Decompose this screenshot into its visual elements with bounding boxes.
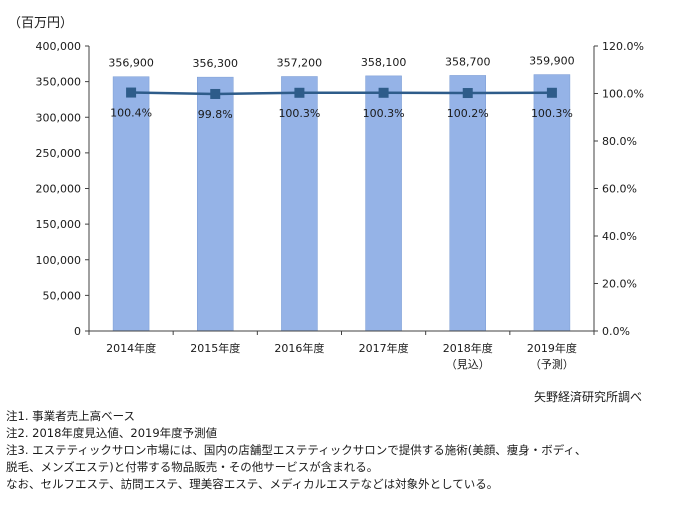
line-point-marker <box>294 87 305 98</box>
x-tick-label: 2019年度 <box>527 341 577 355</box>
note-line: 注2. 2018年度見込値、2019年度予測値 <box>6 426 218 440</box>
notes-block: 注1. 事業者売上高ベース 注2. 2018年度見込値、2019年度予測値 注3… <box>6 408 682 493</box>
note-line: 注1. 事業者売上高ベース <box>6 409 136 423</box>
line-point-marker <box>210 88 221 99</box>
y-left-tick-label: 300,000 <box>36 111 82 124</box>
y-left-tick-label: 50,000 <box>43 289 82 302</box>
y-left-tick-label: 350,000 <box>36 76 82 89</box>
line-value-label: 100.3% <box>363 107 405 120</box>
note-line: 注3. エステティックサロン市場には、国内の店舗型エステティックサロンで提供する… <box>6 443 587 457</box>
note-line: 脱毛、メンズエステ)と付帯する物品販売・その他サービスが含まれる。 <box>6 460 379 474</box>
y-right-tick-label: 100.0% <box>602 88 644 101</box>
bar <box>365 75 402 332</box>
line-value-label: 99.8% <box>198 108 233 121</box>
bar <box>533 74 571 332</box>
bar-value-label: 357,200 <box>277 56 323 69</box>
bar-value-label: 356,300 <box>193 57 239 70</box>
x-tick-sublabel: （予測） <box>530 357 574 371</box>
x-tick-label: 2014年度 <box>106 341 156 355</box>
bar-value-label: 359,900 <box>529 55 575 68</box>
y-axis-unit-label: （百万円） <box>8 16 74 31</box>
x-tick-sublabel: （見込） <box>446 358 490 371</box>
x-tick-label: 2018年度 <box>443 341 493 355</box>
line-value-label: 100.4% <box>110 107 152 120</box>
line-point-marker <box>378 87 389 98</box>
y-right-tick-label: 120.0% <box>602 40 644 53</box>
line-value-label: 100.2% <box>447 107 489 120</box>
y-right-tick-label: 60.0% <box>602 183 637 196</box>
line-value-label: 100.3% <box>278 107 320 120</box>
y-right-tick-label: 80.0% <box>602 135 637 148</box>
source-credit: 矢野経済研究所調べ <box>533 390 642 404</box>
y-left-tick-label: 250,000 <box>36 147 82 160</box>
y-left-tick-label: 0 <box>74 325 81 338</box>
y-left-tick-label: 400,000 <box>36 40 82 53</box>
y-right-tick-label: 40.0% <box>602 230 637 243</box>
y-left-tick-label: 100,000 <box>36 254 82 267</box>
bar-value-label: 356,900 <box>108 57 154 70</box>
bar-value-label: 358,100 <box>361 56 407 69</box>
x-tick-label: 2016年度 <box>274 341 324 355</box>
line-point-marker <box>462 88 473 99</box>
bar <box>449 75 486 332</box>
x-tick-label: 2017年度 <box>359 341 409 355</box>
bar <box>281 76 318 332</box>
bar <box>112 76 150 332</box>
growth-line <box>131 91 552 96</box>
y-left-tick-label: 150,000 <box>36 218 82 231</box>
note-line: なお、セルフエステ、訪問エステ、理美容エステ、メディカルエステなどは対象外として… <box>6 477 499 491</box>
y-right-tick-label: 20.0% <box>602 278 637 291</box>
line-point-marker <box>126 87 137 98</box>
line-point-marker <box>546 87 557 98</box>
market-size-chart: 0 50,000 100,000 150,000 200,000 250,000 300,0… <box>36 40 644 371</box>
bar-value-label: 358,700 <box>445 55 491 68</box>
x-tick-label: 2015年度 <box>190 341 240 355</box>
line-value-label: 100.3% <box>531 107 573 120</box>
y-left-tick-label: 200,000 <box>36 183 82 196</box>
y-right-tick-label: 0.0% <box>602 325 630 338</box>
